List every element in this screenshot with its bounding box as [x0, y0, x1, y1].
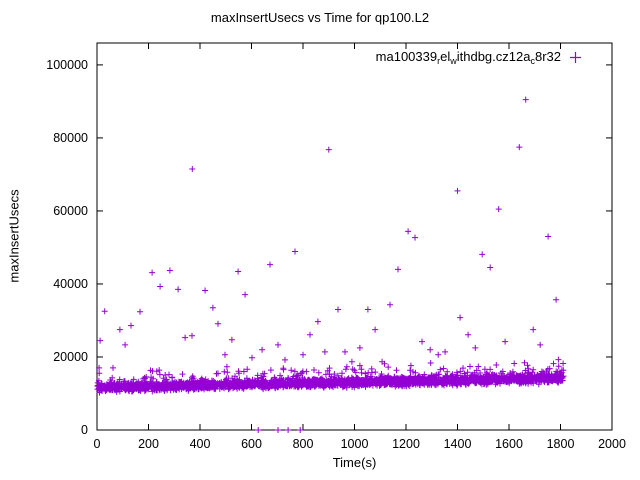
x-tick-label: 400: [190, 437, 211, 451]
x-tick-label: 800: [293, 437, 314, 451]
chart-title: maxInsertUsecs vs Time for qp100.L2: [210, 10, 430, 25]
legend-label-segment: ithdbg.cz12a: [456, 49, 531, 64]
legend-marker-icon: [570, 52, 581, 63]
x-tick-label: 600: [241, 437, 262, 451]
legend-label: ma100339relwithdbg.cz12ac8r32: [376, 49, 561, 66]
y-axis-label: maxInsertUsecs: [6, 189, 22, 283]
legend-label-segment: ma100339: [375, 49, 438, 64]
x-tick-label: 200: [138, 437, 159, 451]
axis-ticks: [96, 43, 613, 431]
x-tick-label: 1000: [341, 437, 369, 451]
legend-label-segment: el: [440, 49, 451, 64]
x-tick-label: 1800: [547, 437, 575, 451]
tick-labels: 0 200 400 600 800 1000 1200 1400 1600 1800 2000020…: [46, 58, 626, 451]
x-tick-label: 2000: [598, 437, 626, 451]
legend-label-segment: c: [530, 56, 535, 66]
x-tick-label: 1200: [392, 437, 420, 451]
y-tick-label: 60000: [53, 204, 88, 218]
y-tick-label: 80000: [53, 131, 88, 145]
x-tick-label: 1400: [444, 437, 472, 451]
x-axis-label: Time(s): [332, 455, 377, 470]
x-tick-label: 0: [94, 437, 101, 451]
legend-label-segment: 8r32: [534, 49, 561, 64]
y-tick-label: 0: [81, 423, 88, 437]
legend: ma100339relwithdbg.cz12ac8r32: [376, 49, 582, 66]
legend-label-segment: w: [450, 56, 457, 66]
y-tick-label: 20000: [53, 350, 88, 364]
data-points: [94, 96, 567, 433]
y-tick-label: 100000: [46, 58, 88, 72]
legend-label-segment: r: [437, 56, 441, 66]
x-tick-label: 1600: [495, 437, 523, 451]
y-tick-label: 40000: [53, 277, 88, 291]
